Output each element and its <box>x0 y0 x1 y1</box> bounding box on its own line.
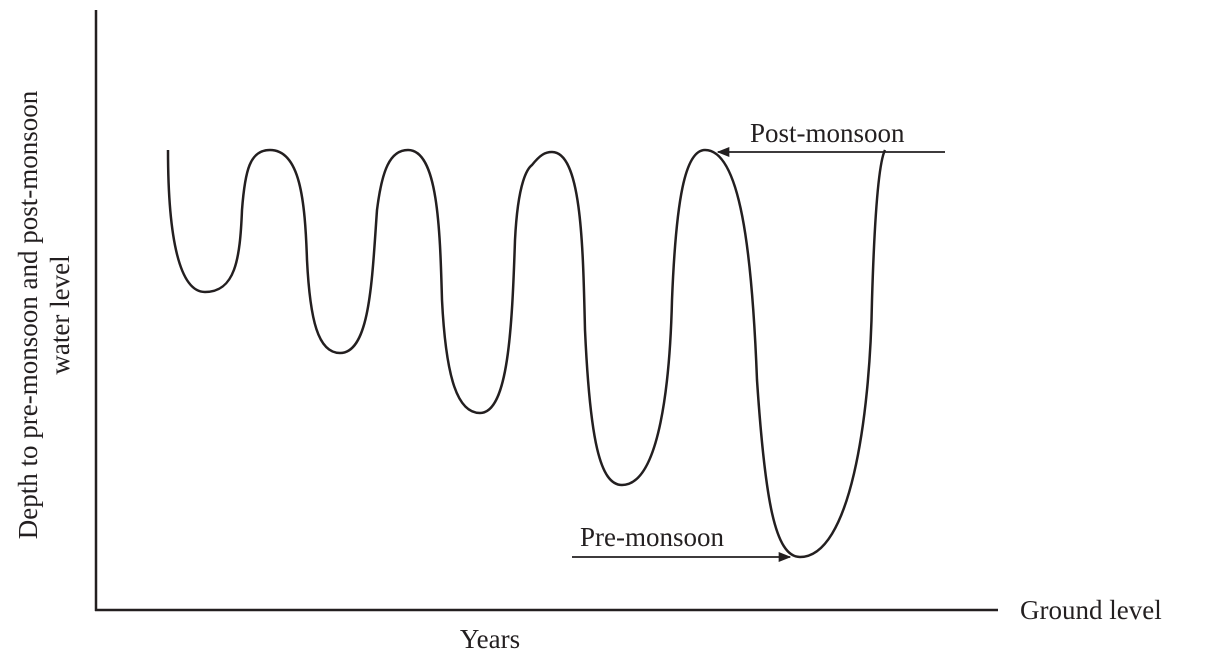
water-level-curve <box>166 148 887 559</box>
pre-monsoon-label: Pre-monsoon <box>580 522 724 552</box>
x-axis-label: Years <box>460 624 520 654</box>
y-axis-label-line1: Depth to pre-monsoon and post-monsoon <box>13 90 43 539</box>
ground-level-label: Ground level <box>1020 595 1162 625</box>
post-monsoon-label: Post-monsoon <box>750 118 905 148</box>
y-axis-label-line2: water level <box>45 255 75 374</box>
